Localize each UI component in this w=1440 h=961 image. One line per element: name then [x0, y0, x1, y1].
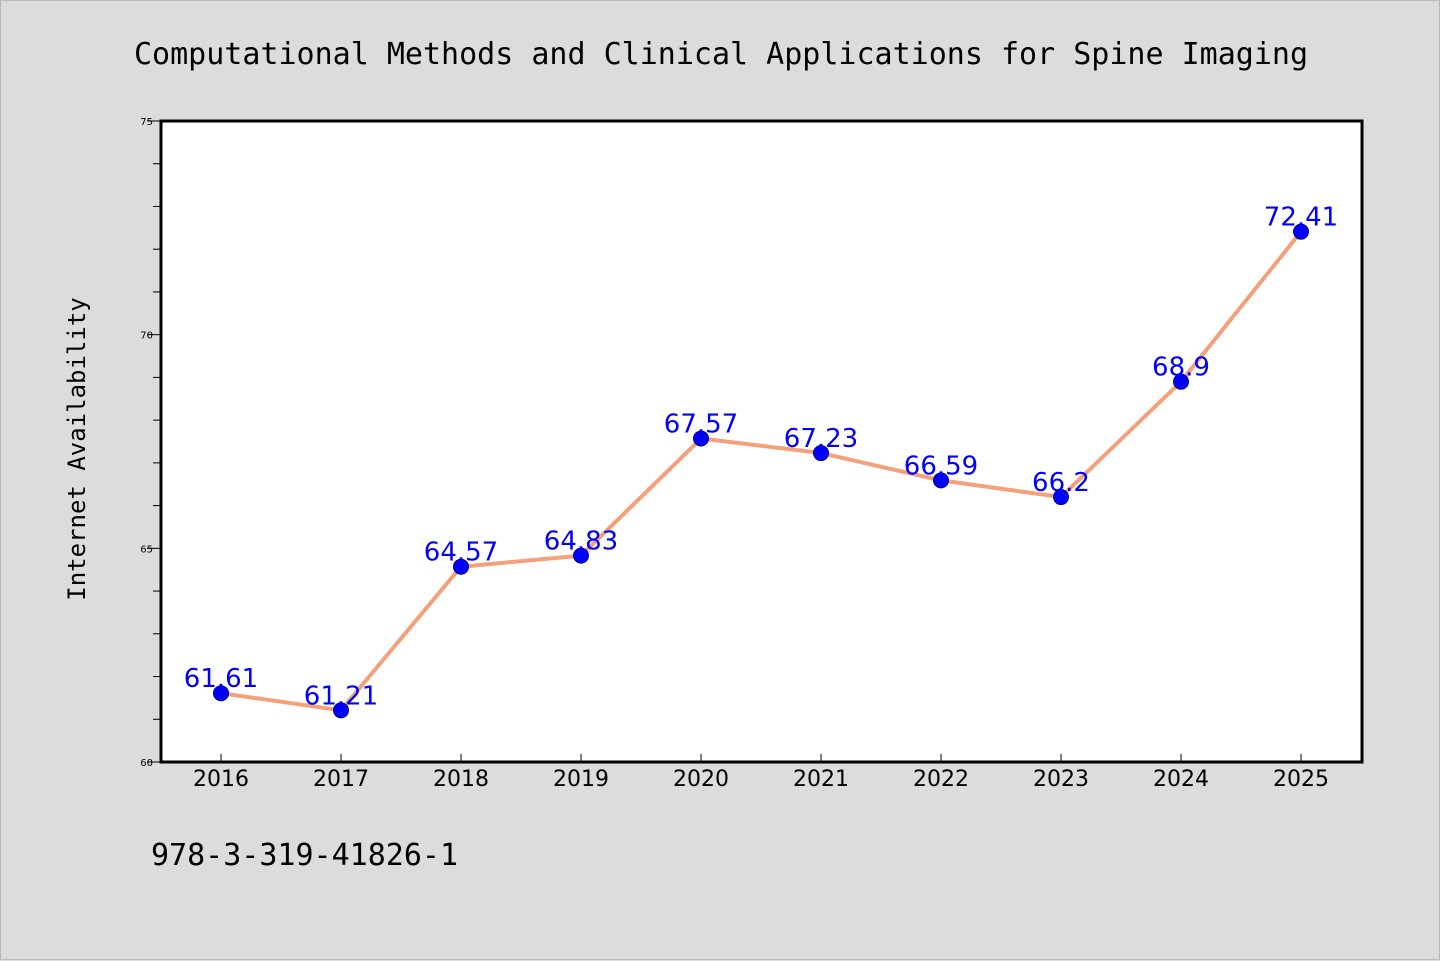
- x-tick-label: 2023: [1033, 767, 1089, 792]
- y-tick-label: 65: [140, 544, 153, 555]
- data-labels: 61.61 61.21 64.57 64.83 67.57 67.23 66.59 66.2 6…: [184, 203, 1338, 712]
- plot-frame: [159, 119, 1364, 764]
- data-point-2023: [1053, 489, 1069, 506]
- data-point-2020: [693, 430, 709, 447]
- y-tick-label: 70: [140, 331, 153, 342]
- plot-area: [161, 121, 1362, 762]
- data-label-2017: 61.21: [304, 681, 378, 711]
- y-axis-ticks: 60 65 70 75: [140, 117, 161, 769]
- data-label-2022: 66.59: [904, 451, 978, 481]
- data-point-2019: [573, 547, 589, 564]
- y-tick-label: 75: [140, 117, 153, 128]
- data-label-2018: 64.57: [424, 538, 498, 568]
- data-point-2016: [213, 685, 229, 702]
- data-label-2016: 61.61: [184, 664, 258, 694]
- x-tick-label: 2016: [193, 767, 249, 792]
- x-tick-label: 2019: [553, 767, 609, 792]
- data-label-2024: 68.9: [1152, 353, 1210, 383]
- data-label-2023: 66.2: [1032, 468, 1090, 498]
- x-tick-label: 2018: [433, 767, 489, 792]
- data-point-2024: [1173, 373, 1189, 390]
- chart-title: Computational Methods and Clinical Appli…: [134, 37, 1308, 72]
- data-point-2021: [813, 445, 829, 462]
- x-tick-label: 2022: [913, 767, 969, 792]
- footer-code: 978-3-319-41826-1: [151, 838, 458, 873]
- x-tick-label: 2020: [673, 767, 729, 792]
- x-tick-label: 2025: [1273, 767, 1329, 792]
- x-axis-ticks: 2016 2017 2018 2019 2020 2021 2022 2023 2024 2025: [193, 754, 1329, 792]
- data-label-2019: 64.83: [544, 527, 618, 557]
- series-line: [220, 230, 1303, 713]
- x-tick-label: 2017: [313, 767, 369, 792]
- data-point-2018: [453, 558, 469, 575]
- data-label-2020: 67.57: [664, 410, 738, 440]
- data-point-2022: [933, 472, 949, 489]
- data-point-2017: [333, 702, 349, 719]
- data-label-2021: 67.23: [784, 424, 858, 454]
- y-tick-label: 60: [140, 758, 153, 769]
- x-tick-label: 2021: [793, 767, 849, 792]
- y-axis-label: Internet Availability: [63, 297, 91, 600]
- x-tick-label: 2024: [1153, 767, 1209, 792]
- data-markers: [213, 223, 1309, 719]
- data-point-2025: [1293, 223, 1309, 240]
- data-label-2025: 72.41: [1264, 203, 1338, 233]
